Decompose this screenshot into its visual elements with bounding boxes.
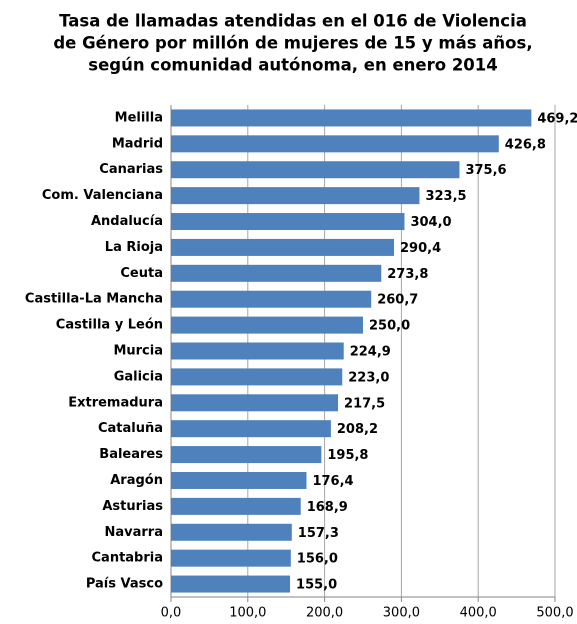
category-label: País Vasco xyxy=(86,577,163,592)
bar xyxy=(171,290,372,308)
value-label: 290,4 xyxy=(400,241,441,256)
bar xyxy=(171,368,343,386)
category-label: Baleares xyxy=(99,447,163,462)
bar xyxy=(171,161,460,179)
category-label: Galicia xyxy=(114,369,163,384)
value-label: 304,0 xyxy=(410,215,451,230)
category-label: Murcia xyxy=(113,344,163,359)
category-label: Aragón xyxy=(110,473,163,488)
value-label: 426,8 xyxy=(505,137,546,152)
value-label: 223,0 xyxy=(348,370,389,385)
bar xyxy=(171,575,291,593)
value-label: 375,6 xyxy=(465,163,506,178)
bar xyxy=(171,109,532,127)
bar xyxy=(171,135,499,153)
bar xyxy=(171,316,363,334)
x-tick-label: 100,0 xyxy=(229,606,266,621)
value-label: 155,0 xyxy=(296,578,337,593)
x-tick-label: 0,0 xyxy=(161,606,182,621)
value-label: 469,2 xyxy=(537,111,577,126)
category-label: Asturias xyxy=(102,499,163,514)
bar xyxy=(171,394,339,412)
value-label: 156,0 xyxy=(297,552,338,567)
category-label: Melilla xyxy=(115,110,163,125)
category-label: La Rioja xyxy=(105,240,163,255)
x-tick-label: 400,0 xyxy=(460,606,497,621)
category-label: Castilla-La Mancha xyxy=(25,292,163,307)
category-label: Com. Valenciana xyxy=(42,188,163,203)
value-label: 250,0 xyxy=(369,319,410,334)
chart-title: según comunidad autónoma, en enero 2014 xyxy=(88,56,498,75)
x-tick-label: 200,0 xyxy=(306,606,343,621)
bar xyxy=(171,187,420,205)
value-label: 208,2 xyxy=(337,422,378,437)
category-label: Cantabria xyxy=(92,551,164,566)
category-label: Cataluña xyxy=(98,421,163,436)
value-label: 273,8 xyxy=(387,267,428,282)
value-label: 195,8 xyxy=(327,448,368,463)
bar xyxy=(171,420,331,438)
x-tick-label: 500,0 xyxy=(536,606,573,621)
category-label: Canarias xyxy=(99,162,163,177)
value-label: 224,9 xyxy=(350,345,391,360)
bar xyxy=(171,264,382,282)
bar xyxy=(171,471,307,489)
category-label: Ceuta xyxy=(120,266,163,281)
bar xyxy=(171,342,344,360)
category-label: Navarra xyxy=(105,525,164,540)
value-label: 260,7 xyxy=(377,293,418,308)
category-label: Madrid xyxy=(112,136,163,151)
bar xyxy=(171,446,322,464)
value-label: 157,3 xyxy=(298,526,339,541)
bar xyxy=(171,213,405,231)
category-label: Castilla y León xyxy=(56,318,163,333)
category-label: Andalucía xyxy=(91,214,163,229)
chart-title: de Género por millón de mujeres de 15 y … xyxy=(53,34,532,53)
value-label: 323,5 xyxy=(425,189,466,204)
bar xyxy=(171,238,395,256)
value-label: 217,5 xyxy=(344,396,385,411)
bar xyxy=(171,523,292,541)
category-label: Extremadura xyxy=(68,395,163,410)
chart-title: Tasa de llamadas atendidas en el 016 de … xyxy=(59,12,527,31)
value-label: 176,4 xyxy=(312,474,353,489)
bar xyxy=(171,497,301,515)
bar xyxy=(171,549,291,567)
value-label: 168,9 xyxy=(307,500,348,515)
x-tick-label: 300,0 xyxy=(383,606,420,621)
